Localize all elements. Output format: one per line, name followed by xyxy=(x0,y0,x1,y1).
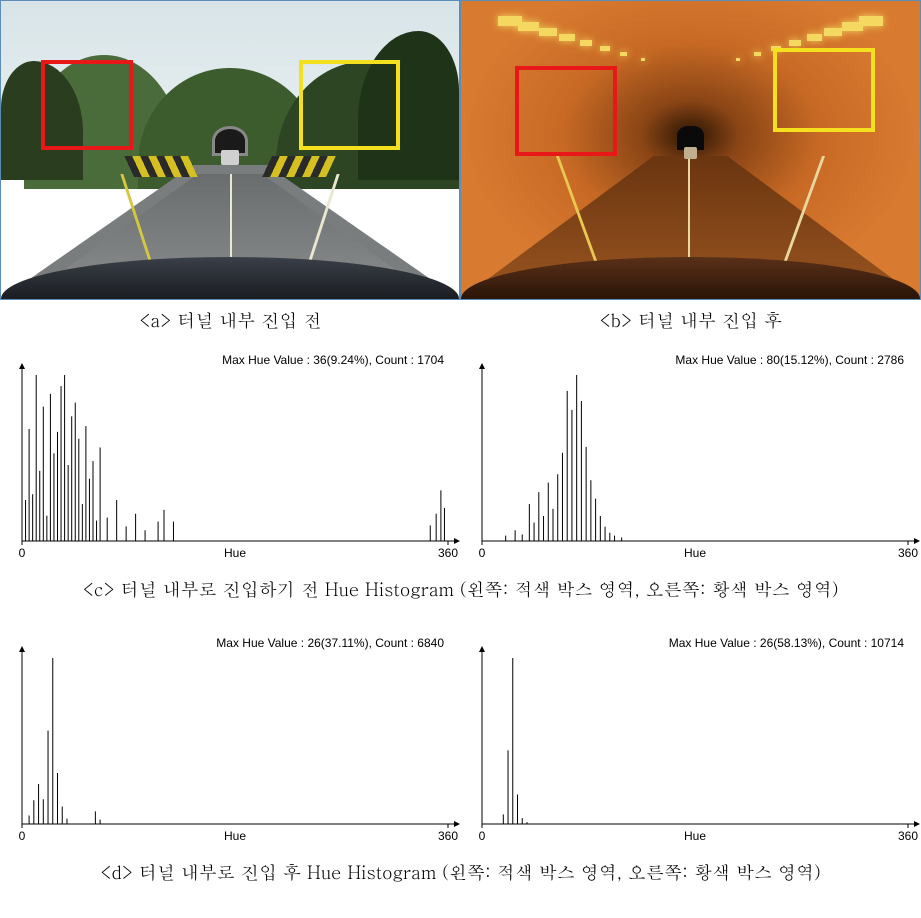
caption-a: <a> 터널 내부 진입 전 xyxy=(0,308,461,333)
roi-yellow-inside xyxy=(773,48,874,132)
svg-text:0: 0 xyxy=(479,829,486,843)
hist-max-label: Max Hue Value : 26(58.13%), Count : 1071… xyxy=(669,636,904,650)
svg-text:0: 0 xyxy=(19,546,26,560)
roi-yellow-before xyxy=(299,60,400,150)
caption-d: <d> 터널 내부로 진입 후 Hue Histogram (왼쪽: 적색 박스… xyxy=(0,848,921,899)
svg-text:0: 0 xyxy=(479,546,486,560)
svg-text:Hue: Hue xyxy=(224,546,246,560)
hist-c-right: Max Hue Value : 80(15.12%), Count : 2786… xyxy=(460,345,920,565)
photo-before-tunnel xyxy=(0,0,460,300)
hist-max-label: Max Hue Value : 80(15.12%), Count : 2786 xyxy=(675,353,904,367)
caption-c: <c> 터널 내부로 진입하기 전 Hue Histogram (왼쪽: 적색 … xyxy=(0,565,921,616)
svg-text:360: 360 xyxy=(898,546,918,560)
svg-text:0: 0 xyxy=(19,829,26,843)
svg-text:Hue: Hue xyxy=(684,546,706,560)
svg-text:Hue: Hue xyxy=(224,829,246,843)
scene-before xyxy=(0,0,460,300)
histogram-row-d: Max Hue Value : 26(37.11%), Count : 6840… xyxy=(0,628,921,848)
hist-c-left: Max Hue Value : 36(9.24%), Count : 1704 0… xyxy=(0,345,460,565)
hist-max-label: Max Hue Value : 36(9.24%), Count : 1704 xyxy=(222,353,444,367)
photo-inside-tunnel xyxy=(460,0,921,300)
svg-text:360: 360 xyxy=(898,829,918,843)
hist-max-label: Max Hue Value : 26(37.11%), Count : 6840 xyxy=(216,636,444,650)
svg-text:360: 360 xyxy=(438,829,458,843)
hist-d-right: Max Hue Value : 26(58.13%), Count : 1071… xyxy=(460,628,920,848)
svg-text:360: 360 xyxy=(438,546,458,560)
roi-red-inside xyxy=(515,66,616,156)
histogram-row-c: Max Hue Value : 36(9.24%), Count : 1704 0… xyxy=(0,345,921,565)
caption-b: <b> 터널 내부 진입 후 xyxy=(461,308,921,333)
photo-captions: <a> 터널 내부 진입 전 <b> 터널 내부 진입 후 xyxy=(0,308,921,333)
svg-text:Hue: Hue xyxy=(684,829,706,843)
roi-red-before xyxy=(41,60,133,150)
hist-d-left: Max Hue Value : 26(37.11%), Count : 6840… xyxy=(0,628,460,848)
photo-row xyxy=(0,0,921,300)
